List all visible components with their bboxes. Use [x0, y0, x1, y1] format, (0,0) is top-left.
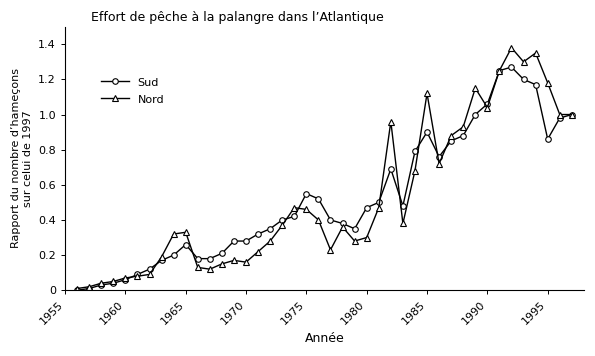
X-axis label: Année: Année [305, 332, 345, 345]
Nord [218, 262, 226, 266]
Nord [206, 267, 214, 271]
Nord [327, 248, 334, 252]
Nord [255, 250, 262, 254]
Sud [520, 77, 527, 82]
Nord [496, 68, 503, 73]
Sud [472, 112, 479, 117]
Sud [291, 214, 298, 219]
Sud [194, 256, 201, 261]
Nord [484, 105, 491, 110]
Sud [146, 267, 153, 271]
Sud [339, 221, 346, 226]
Sud [460, 134, 467, 138]
Nord [194, 265, 201, 269]
Legend: Sud, Nord: Sud, Nord [96, 72, 169, 109]
Nord [98, 281, 105, 286]
Nord [556, 112, 563, 117]
Nord [146, 272, 153, 277]
Sud [399, 204, 406, 208]
Sud [327, 218, 334, 222]
Sud [315, 197, 322, 201]
Sud [484, 102, 491, 106]
Sud [387, 167, 394, 171]
Nord [86, 284, 93, 289]
Nord [568, 112, 575, 117]
Y-axis label: Rapport du nombre d’hameçons
sur celui de 1997: Rapport du nombre d’hameçons sur celui d… [11, 68, 33, 248]
Sud [508, 65, 515, 69]
Sud [255, 232, 262, 236]
Nord [447, 134, 455, 138]
Nord [532, 51, 539, 55]
Sud [532, 83, 539, 87]
Nord [74, 286, 81, 290]
Sud [278, 218, 286, 222]
Sud [424, 130, 431, 134]
Sud [109, 281, 117, 286]
Nord [375, 205, 383, 210]
Sud [182, 242, 189, 247]
Nord [424, 91, 431, 95]
Sud [411, 149, 418, 153]
Nord [544, 81, 551, 85]
Sud [206, 256, 214, 261]
Nord [339, 225, 346, 229]
Sud [218, 251, 226, 256]
Sud [544, 137, 551, 141]
Nord [243, 260, 250, 264]
Nord [267, 239, 274, 243]
Line: Nord: Nord [74, 44, 575, 292]
Nord [109, 279, 117, 284]
Nord [387, 119, 394, 124]
Nord [303, 207, 310, 211]
Nord [170, 232, 177, 236]
Nord [399, 221, 406, 226]
Sud [98, 283, 105, 287]
Nord [460, 125, 467, 129]
Nord [230, 258, 237, 262]
Sud [351, 227, 358, 231]
Sud [436, 155, 443, 159]
Sud [375, 200, 383, 205]
Sud [74, 288, 81, 292]
Sud [243, 239, 250, 243]
Sud [447, 139, 455, 143]
Sud [158, 258, 165, 262]
Text: Effort de pêche à la palangre dans l’Atlantique: Effort de pêche à la palangre dans l’Atl… [91, 11, 384, 24]
Sud [556, 116, 563, 120]
Nord [315, 218, 322, 222]
Sud [267, 227, 274, 231]
Nord [351, 239, 358, 243]
Sud [134, 272, 141, 277]
Sud [122, 278, 129, 282]
Nord [158, 255, 165, 259]
Nord [182, 230, 189, 234]
Nord [508, 46, 515, 50]
Nord [363, 235, 370, 240]
Nord [278, 223, 286, 227]
Nord [520, 60, 527, 64]
Sud [303, 192, 310, 196]
Sud [363, 205, 370, 210]
Nord [436, 162, 443, 166]
Nord [122, 276, 129, 280]
Nord [472, 86, 479, 90]
Sud [86, 286, 93, 290]
Sud [496, 68, 503, 73]
Sud [170, 253, 177, 257]
Nord [134, 274, 141, 278]
Sud [230, 239, 237, 243]
Sud [568, 112, 575, 117]
Nord [291, 205, 298, 210]
Line: Sud: Sud [74, 64, 575, 293]
Nord [411, 169, 418, 173]
